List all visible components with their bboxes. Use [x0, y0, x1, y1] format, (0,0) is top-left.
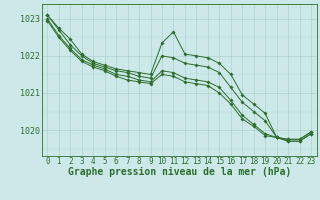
X-axis label: Graphe pression niveau de la mer (hPa): Graphe pression niveau de la mer (hPa) [68, 167, 291, 177]
